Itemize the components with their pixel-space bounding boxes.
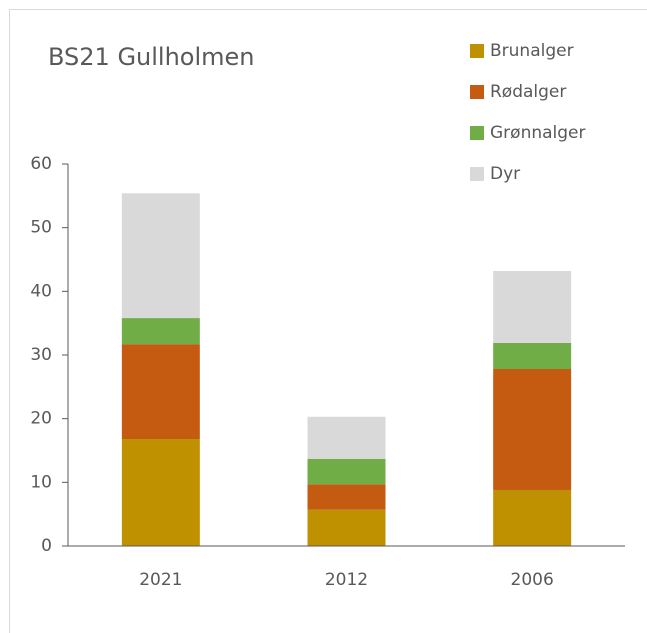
bar-segment [307, 484, 386, 510]
bar-segment [307, 458, 386, 485]
chart-title: BS21 Gullholmen [48, 43, 255, 71]
x-tick-label: 2021 [139, 570, 182, 590]
legend-swatch [470, 167, 484, 181]
bar-segment [121, 318, 200, 345]
legend-swatch [470, 126, 484, 140]
bar-segment [307, 509, 386, 546]
bar-segment [121, 439, 200, 546]
y-tick-label: 20 [30, 409, 52, 429]
legend-swatch [470, 44, 484, 58]
y-tick-label: 0 [41, 536, 52, 556]
legend-label: Brunalger [490, 41, 574, 61]
legend-swatch [470, 85, 484, 99]
bar-segment [493, 369, 572, 490]
bar-segment [493, 489, 572, 546]
x-tick-label: 2006 [511, 570, 554, 590]
y-tick-label: 50 [30, 218, 52, 238]
x-tick-label: 2012 [325, 570, 368, 590]
legend-label: Rødalger [490, 82, 566, 102]
y-tick-label: 10 [30, 472, 52, 492]
bar-segment [121, 193, 200, 319]
y-tick-label: 40 [30, 281, 52, 301]
legend-label: Grønnalger [490, 123, 586, 143]
bar-segment [493, 342, 572, 370]
chart-border [9, 9, 647, 633]
y-tick-label: 30 [30, 345, 52, 365]
bar-segment [493, 270, 572, 343]
legend-label: Dyr [490, 164, 520, 184]
y-tick-label: 60 [30, 154, 52, 174]
bar-segment [307, 416, 386, 459]
bar-segment [121, 344, 200, 440]
